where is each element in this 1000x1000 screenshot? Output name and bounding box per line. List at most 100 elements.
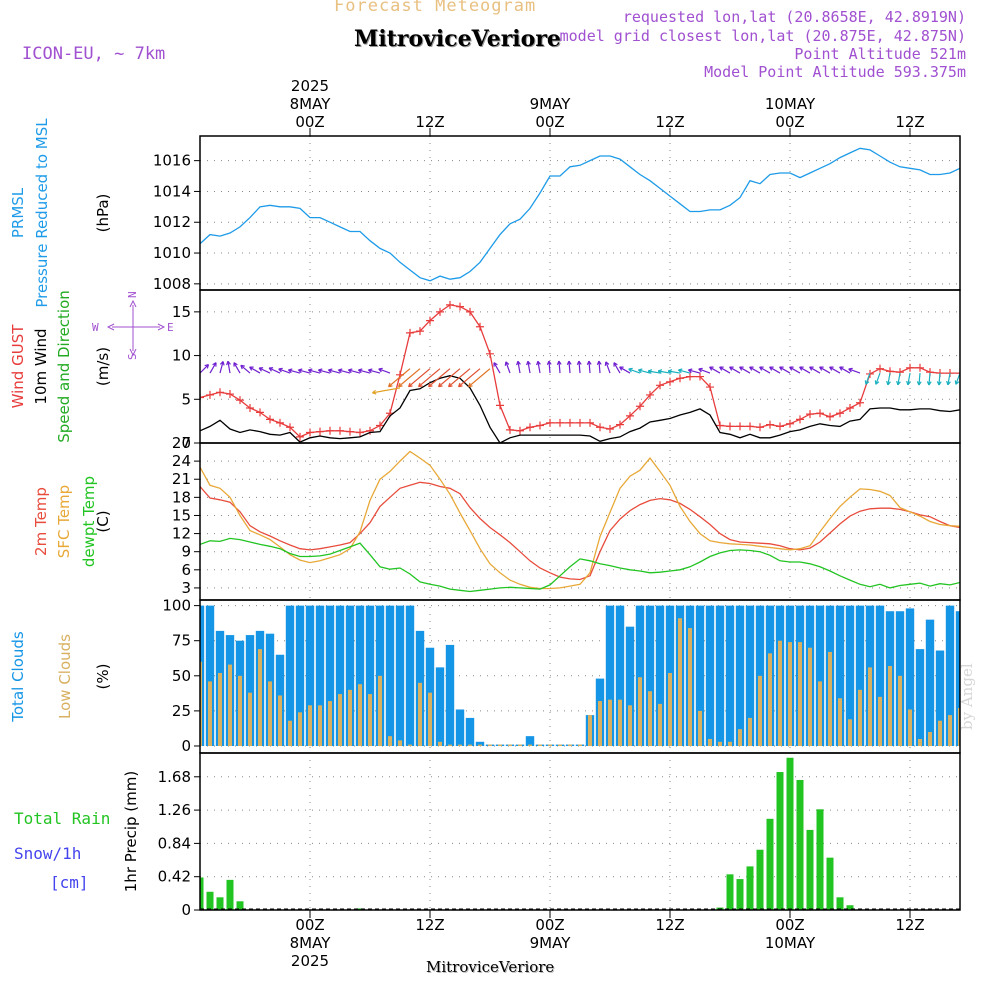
cloud-bar-low (248, 692, 252, 746)
wind-arrow (418, 368, 441, 388)
cloud-bar-total (715, 605, 725, 746)
y-tick-label: 5 (181, 390, 191, 408)
y-tick-label: 100 (162, 597, 191, 615)
wind-arrow-head (233, 362, 238, 367)
cloud-bar-low (388, 736, 392, 746)
wind-arrow-head (258, 367, 264, 372)
wind-arrow-head (729, 366, 734, 371)
gust-marker (626, 411, 634, 420)
wind-arrow (308, 369, 321, 374)
cloud-bar-low (638, 677, 642, 746)
cloud-bar-low (208, 681, 212, 746)
cloud-bar-total (645, 605, 655, 746)
cloud-bar-total (355, 605, 365, 746)
gust-marker (576, 418, 584, 427)
gust-marker (856, 398, 864, 407)
wind-arrow (809, 366, 821, 374)
plot-area (200, 450, 960, 593)
cloud-bar-low (398, 740, 402, 746)
y-tick-label: 0.42 (158, 868, 191, 886)
wind-arrow (897, 372, 901, 385)
rain-bar (816, 809, 824, 910)
cloud-bar-low (758, 675, 762, 746)
y-tick-label: 1010 (153, 244, 191, 262)
x-label-top: 2025 (291, 77, 329, 95)
cloud-bar-low (428, 692, 432, 746)
gust-marker (566, 418, 574, 427)
gust-marker (726, 422, 734, 431)
side-label: Speed and Direction (55, 290, 73, 443)
wind-arrow-head (467, 382, 473, 388)
cloud-bar-low (588, 715, 592, 746)
gust-marker (746, 422, 754, 431)
cloud-bar-total (875, 605, 885, 746)
cloud-bar-low (808, 647, 812, 746)
x-label-bottom: 00Z (775, 916, 804, 934)
wind-arrow-head (437, 382, 443, 388)
wind-arrow-head (367, 368, 373, 374)
cloud-bar-low (508, 744, 512, 746)
wind-arrow-head (628, 367, 633, 373)
cloud-bar-low (308, 705, 312, 746)
gust-marker (876, 364, 884, 373)
gust-marker (406, 328, 414, 337)
wind-arrow (947, 372, 951, 385)
cloud-bar-total (655, 605, 665, 746)
gust-marker (496, 401, 504, 410)
wind-arrow (799, 366, 811, 374)
wind-arrow (398, 368, 421, 388)
wind-arrow (328, 369, 341, 374)
chart-subtitle: Forecast Meteogram (334, 0, 537, 16)
gust-marker (266, 415, 274, 424)
cloud-bar-low (698, 710, 702, 746)
cloud-bar-total (625, 626, 635, 746)
wind-arrow (598, 361, 601, 374)
gust-marker (526, 423, 534, 432)
cloud-bar-low (628, 705, 632, 746)
gust-marker (276, 418, 284, 427)
gust-marker (426, 316, 434, 325)
cloud-bar-total (525, 736, 535, 746)
wind-arrow-head (268, 367, 274, 372)
cloud-bar-low (688, 628, 692, 746)
wind-arrow (588, 361, 591, 374)
gust-marker (646, 390, 654, 399)
gust-marker (666, 377, 674, 386)
gust-marker (326, 426, 334, 435)
plot-area (200, 757, 960, 910)
wind-arrow-head (926, 381, 932, 386)
model-altitude: Model Point Altitude 593.375m (704, 63, 966, 81)
cloud-bar-low (200, 661, 202, 746)
wind-arrow (408, 368, 431, 388)
gust-marker (616, 420, 624, 429)
gust-marker (846, 404, 854, 413)
wind-arrow-head (809, 366, 814, 371)
x-label-top: 00Z (775, 113, 804, 131)
wind-arrow-head (906, 380, 911, 386)
cloud-bar-total (615, 605, 625, 746)
cloud-bar-low (648, 691, 652, 746)
rain-bar (756, 849, 764, 910)
wind-arrow (918, 373, 921, 386)
wind-arrow (605, 361, 611, 374)
y-tick-label: 10 (172, 347, 191, 365)
plot-area (200, 147, 960, 282)
cloud-bar-low (858, 689, 862, 746)
cloud-bar-low (288, 720, 292, 746)
wind-arrow-head (936, 381, 942, 386)
wind-arrow-head (789, 366, 794, 371)
compass-ew-arrow (106, 323, 166, 331)
wind-arrow-head (427, 382, 433, 388)
wind-arrow (709, 366, 721, 374)
gust-marker (766, 420, 774, 429)
wind-arrow (227, 361, 231, 374)
gust-marker (446, 300, 454, 309)
wind-arrow-head (397, 382, 403, 388)
wind-arrow-head (749, 366, 754, 371)
plot-area (200, 605, 960, 746)
cloud-bar-low (318, 705, 322, 746)
side-label: [cm] (50, 873, 89, 892)
wind-arrow (688, 369, 701, 374)
gust-marker (916, 363, 924, 372)
y-tick-label: 50 (172, 667, 191, 685)
